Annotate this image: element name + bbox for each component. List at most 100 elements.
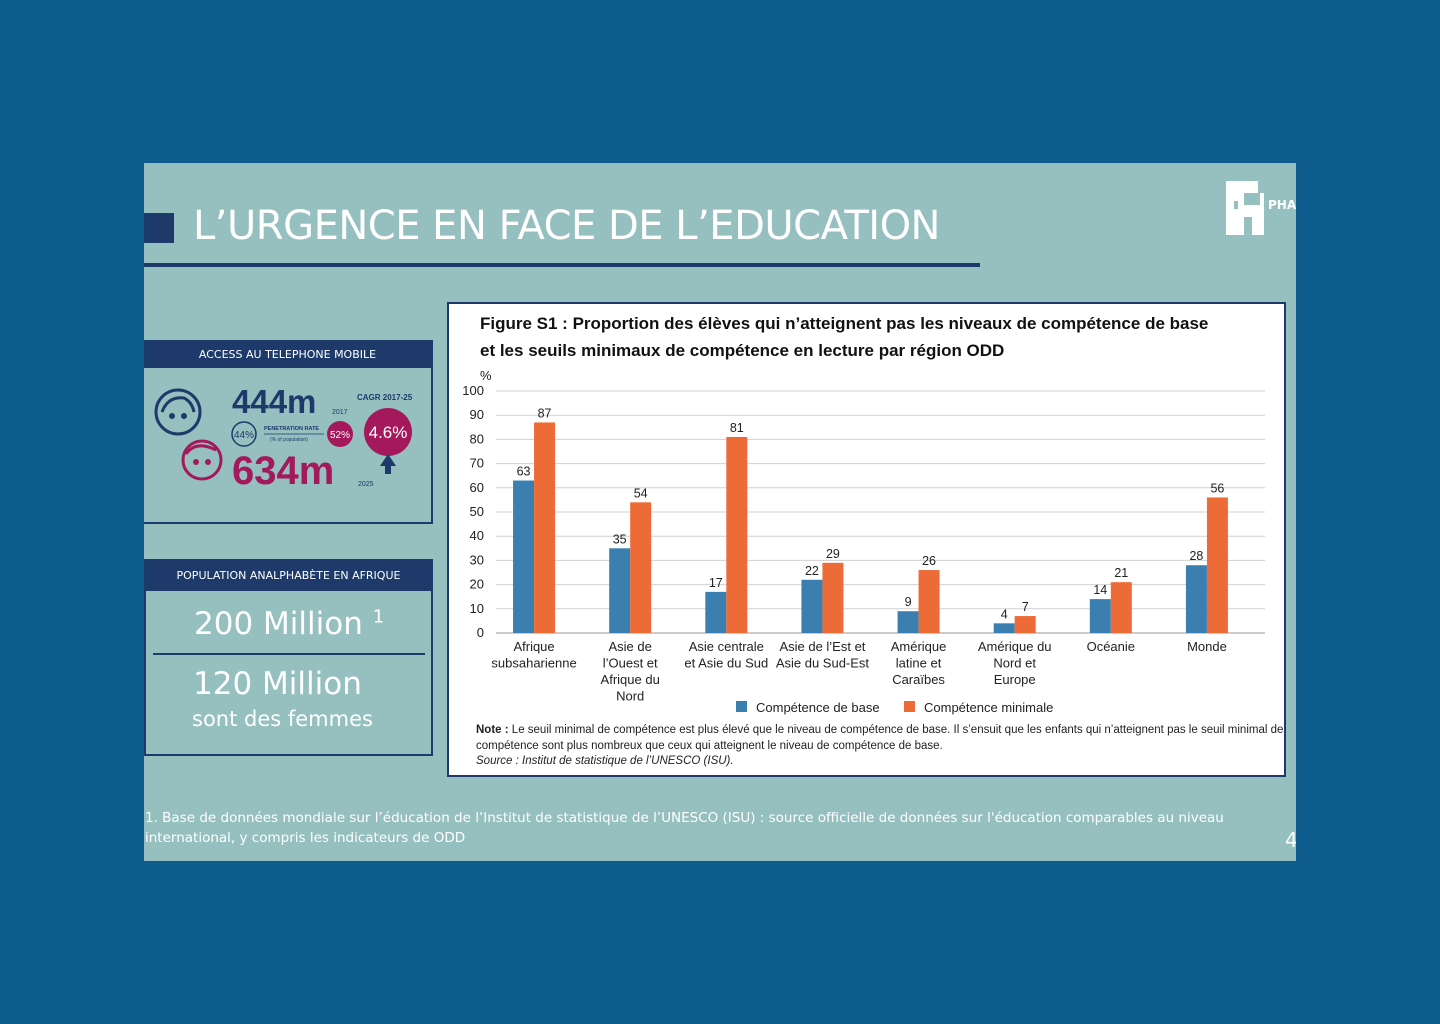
y-tick-label: 10: [470, 601, 484, 616]
bar: [609, 548, 631, 633]
bar: [1110, 582, 1132, 633]
x-tick-label: Nord: [616, 689, 644, 704]
data-label: 26: [922, 554, 936, 568]
penetration-label: PENETRATION RATE: [264, 426, 319, 432]
value-2017: 444m: [232, 383, 316, 420]
y-tick-label: 100: [462, 383, 484, 398]
data-label: 56: [1210, 481, 1224, 495]
slide: L’URGENCE EN FACE DE L’EDUCATION PHA ACC…: [144, 163, 1296, 861]
cagr-badge: [364, 408, 412, 456]
x-tick-label: Asie du Sud-Est: [776, 656, 870, 671]
x-tick-label: Monde: [1187, 639, 1227, 654]
x-tick-label: Asie de: [609, 639, 652, 654]
bar: [705, 591, 727, 633]
data-label: 28: [1189, 549, 1203, 563]
y-tick-label: 40: [470, 528, 484, 543]
chart-source: Source : Institut de statistique de l’UN…: [476, 755, 734, 767]
legend-label: Compétence de base: [756, 700, 880, 715]
legend-label: Compétence minimale: [924, 700, 1053, 715]
data-label: 14: [1093, 583, 1107, 597]
chart-title-line1: Figure S1 : Proportion des élèves qui n’…: [480, 314, 1209, 333]
woman-face-icon: [154, 388, 202, 436]
data-label: 87: [538, 406, 552, 420]
bar: [513, 480, 535, 633]
y-tick-label: 70: [470, 456, 484, 471]
data-label: 9: [905, 595, 912, 609]
bar: [534, 422, 556, 633]
note-text: Le seuil minimal de compétence est plus …: [476, 724, 1284, 752]
x-tick-label: Caraïbes: [892, 672, 945, 687]
bar-chart: % 0 10 20 30 40 50 60 70 80 90 100 63 87 Afrique subsah…: [462, 368, 1265, 715]
x-tick-label: Amérique: [891, 639, 947, 654]
bar: [1014, 616, 1036, 633]
chart-panel: Figure S1 : Proportion des élèves qui n’…: [447, 302, 1286, 777]
bar: [1089, 599, 1111, 633]
data-label: 81: [730, 421, 744, 435]
penetration-2017: 44%: [234, 430, 254, 441]
chart-note: Note : Le seuil minimal de compétence es…: [476, 723, 1286, 770]
x-tick-label: l’Ouest et: [603, 656, 658, 671]
penetration-sub: (% of population): [270, 437, 308, 443]
x-tick-label: subsaharienne: [491, 656, 576, 671]
divider: [153, 653, 425, 655]
man-face-icon: [181, 439, 223, 481]
chart-title-line2: et les seuils minimaux de compétence en …: [480, 341, 1005, 360]
x-tick-label: Europe: [994, 672, 1036, 687]
chart-title: Figure S1 : Proportion des élèves qui n’…: [480, 310, 1280, 364]
penetration-2017-ring: [231, 421, 257, 447]
note-label: Note :: [476, 724, 509, 736]
legend-swatch: [736, 701, 747, 712]
year-2025: 2025: [358, 481, 374, 488]
data-label: 22: [805, 564, 819, 578]
value-2025: 634m: [232, 449, 334, 493]
x-tick-label: Afrique du: [601, 672, 660, 687]
illiteracy-panel: POPULATION ANALPHABÈTE EN AFRIQUE 200 Mi…: [144, 559, 433, 756]
data-label: 63: [517, 465, 531, 479]
legend-swatch: [904, 701, 915, 712]
y-tick-label: 90: [470, 407, 484, 422]
y-tick-label: 30: [470, 552, 484, 567]
data-label: 29: [826, 547, 840, 561]
data-label: 17: [709, 576, 723, 590]
footnote: 1. Base de données mondiale sur l’éducat…: [145, 810, 1224, 846]
illiterate-women: 120 Million: [193, 666, 362, 702]
page-number: 4: [1285, 828, 1296, 852]
bar: [630, 502, 652, 633]
illiterate-total-value: 200 Million: [194, 606, 363, 642]
data-label: 4: [1001, 607, 1008, 621]
bar: [993, 623, 1015, 633]
cagr-label: CAGR 2017-25: [357, 393, 413, 402]
illiterate-total: 200 Million 1: [194, 606, 384, 642]
bar: [822, 562, 844, 633]
x-tick-label: Océanie: [1087, 639, 1135, 654]
x-tick-label: Nord et: [993, 656, 1036, 671]
footnote-ref: 1: [372, 606, 385, 628]
x-tick-label: Afrique: [513, 639, 554, 654]
bar: [801, 579, 823, 633]
y-axis-label: %: [480, 368, 492, 383]
y-tick-label: 0: [477, 625, 484, 640]
bar: [918, 570, 940, 633]
year-2017: 2017: [332, 409, 348, 416]
x-tick-label: latine et: [896, 656, 942, 671]
y-tick-label: 50: [470, 504, 484, 519]
mobile-access-header: ACCESS AU TELEPHONE MOBILE: [144, 342, 431, 368]
bar: [726, 436, 748, 633]
data-label: 7: [1022, 600, 1029, 614]
mobile-infographic: 444m 2017 CAGR 2017-25 44% PENETRATION R…: [154, 383, 413, 493]
bar: [897, 611, 919, 633]
title-underline: [144, 263, 980, 267]
cagr-value: 4.6%: [369, 423, 408, 442]
slide-title: L’URGENCE EN FACE DE L’EDUCATION: [193, 203, 940, 249]
title-marker: [144, 213, 174, 243]
bar: [1206, 497, 1228, 633]
x-tick-label: Asie centrale: [689, 639, 764, 654]
y-tick-label: 80: [470, 431, 484, 446]
data-label: 21: [1114, 566, 1128, 580]
arrow-up-icon: [380, 454, 396, 474]
illiteracy-header: POPULATION ANALPHABÈTE EN AFRIQUE: [146, 561, 431, 591]
penetration-2025-badge: [327, 421, 353, 447]
data-label: 54: [634, 486, 648, 500]
x-tick-label: Asie de l’Est et: [779, 639, 865, 654]
company-logo: PHA: [1226, 181, 1296, 235]
